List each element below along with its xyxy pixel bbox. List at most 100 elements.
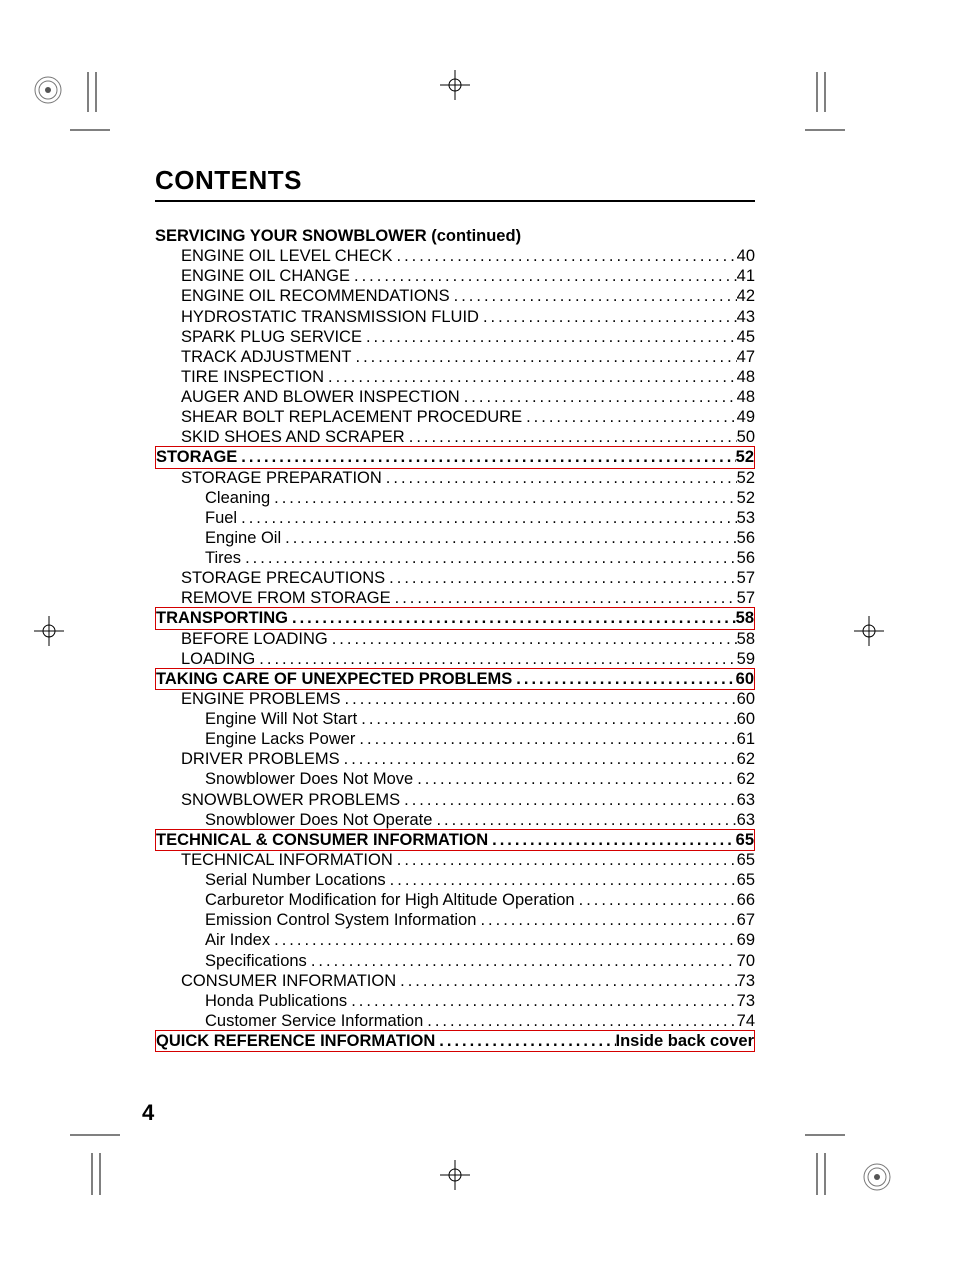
toc-entry: ENGINE OIL LEVEL CHECK40	[155, 246, 755, 266]
toc-entry-label: Carburetor Modification for High Altitud…	[205, 890, 575, 910]
toc-entry-page: 52	[737, 488, 755, 508]
toc-entry-leader	[237, 447, 735, 467]
trim-bottom-left	[30, 1125, 120, 1195]
reg-mark-right-center	[854, 616, 884, 646]
toc-entry: Carburetor Modification for High Altitud…	[155, 890, 755, 910]
toc-entry[interactable]: TECHNICAL & CONSUMER INFORMATION65	[155, 829, 755, 851]
toc-entry-leader	[479, 307, 737, 327]
toc-entry: Specifications70	[155, 951, 755, 971]
toc-entry-label: SERVICING YOUR SNOWBLOWER (continued)	[155, 226, 521, 246]
toc-entry: Emission Control System Information67	[155, 910, 755, 930]
toc-entry-label: STORAGE PRECAUTIONS	[181, 568, 385, 588]
toc-entry-leader	[405, 427, 737, 447]
toc-entry: ENGINE PROBLEMS60	[155, 689, 755, 709]
page-content: CONTENTS SERVICING YOUR SNOWBLOWER (cont…	[155, 165, 755, 1051]
toc-entry-label: TRACK ADJUSTMENT	[181, 347, 352, 367]
toc-entry: HYDROSTATIC TRANSMISSION FLUID 43	[155, 307, 755, 327]
toc-entry-leader	[476, 910, 736, 930]
toc-entry-leader	[450, 286, 737, 306]
toc-entry-label: Engine Will Not Start	[205, 709, 357, 729]
toc-entry: Customer Service Information74	[155, 1011, 755, 1031]
toc-entry-label: SKID SHOES AND SCRAPER	[181, 427, 405, 447]
toc-entry-leader	[488, 830, 736, 850]
toc-entry[interactable]: TRANSPORTING 58	[155, 607, 755, 629]
toc-entry-leader	[413, 769, 736, 789]
toc-entry-page: 50	[737, 427, 755, 447]
toc-entry-label: TRANSPORTING	[156, 608, 288, 628]
toc-entry-page: 53	[737, 508, 755, 528]
toc-entry-leader	[288, 608, 736, 628]
toc-entry-leader	[270, 930, 737, 950]
toc-entry-leader	[382, 468, 737, 488]
toc-entry-page: 48	[737, 367, 755, 387]
toc-entry-label: Fuel	[205, 508, 237, 528]
toc-entry-leader	[385, 568, 736, 588]
toc-entry: Honda Publications73	[155, 991, 755, 1011]
toc-entry-leader	[341, 689, 737, 709]
toc-entry-label: STORAGE PREPARATION	[181, 468, 382, 488]
toc-entry-label: ENGINE OIL CHANGE	[181, 266, 350, 286]
toc-entry-leader	[281, 528, 737, 548]
toc-entry-page: 73	[737, 991, 755, 1011]
toc-entry-page: 47	[737, 347, 755, 367]
toc-entry-leader	[432, 810, 736, 830]
toc-entry-label: SHEAR BOLT REPLACEMENT PROCEDURE	[181, 407, 522, 427]
toc-entry-leader	[512, 669, 735, 689]
title-rule	[155, 200, 755, 202]
toc-entry-leader	[355, 729, 736, 749]
toc-entry-leader	[396, 971, 737, 991]
toc-entry-page: 43	[737, 307, 755, 327]
toc-entry-page: 56	[737, 528, 755, 548]
toc-entry[interactable]: STORAGE52	[155, 446, 755, 468]
toc-entry-leader	[307, 951, 737, 971]
toc-entry: TRACK ADJUSTMENT 47	[155, 347, 755, 367]
toc-entry-page: 58	[736, 608, 754, 628]
toc-entry[interactable]: TAKING CARE OF UNEXPECTED PROBLEMS60	[155, 668, 755, 690]
toc-entry-page: 61	[737, 729, 755, 749]
toc-entry-page: Inside back cover	[616, 1031, 755, 1051]
toc-entry: Air Index69	[155, 930, 755, 950]
toc-entry-leader	[400, 790, 737, 810]
toc-entry-label: AUGER AND BLOWER INSPECTION	[181, 387, 460, 407]
toc-entry-label: Tires	[205, 548, 241, 568]
toc-entry-page: 42	[737, 286, 755, 306]
toc-entry-label: CONSUMER INFORMATION	[181, 971, 396, 991]
page-title: CONTENTS	[155, 165, 755, 196]
toc-entry: STORAGE PREPARATION 52	[155, 468, 755, 488]
toc-entry-leader	[241, 548, 737, 568]
toc-entry-page: 45	[737, 327, 755, 347]
toc-entry-label: Serial Number Locations	[205, 870, 386, 890]
toc-entry-label: Air Index	[205, 930, 270, 950]
toc-entry-leader	[393, 850, 737, 870]
toc-entry-page: 62	[737, 769, 755, 789]
toc-entry-leader	[460, 387, 737, 407]
toc-entry-page: 60	[736, 669, 754, 689]
toc-entry: Snowblower Does Not Operate63	[155, 810, 755, 830]
toc-entry: LOADING59	[155, 649, 755, 669]
toc-entry: DRIVER PROBLEMS62	[155, 749, 755, 769]
toc-entry-page: 66	[737, 890, 755, 910]
toc-entry: Tires56	[155, 548, 755, 568]
toc-entry-leader	[324, 367, 737, 387]
toc-entry-leader	[270, 488, 737, 508]
toc-entry-label: ENGINE PROBLEMS	[181, 689, 341, 709]
toc-entry-page: 41	[737, 266, 755, 286]
toc-entry-page: 65	[737, 870, 755, 890]
toc-entry: Engine Will Not Start60	[155, 709, 755, 729]
toc-entry-label: REMOVE FROM STORAGE	[181, 588, 391, 608]
toc-entry-leader	[423, 1011, 736, 1031]
toc-entry: BEFORE LOADING58	[155, 629, 755, 649]
toc-entry-leader	[255, 649, 736, 669]
trim-top-right	[805, 72, 885, 142]
toc-entry-label: QUICK REFERENCE INFORMATION	[156, 1031, 435, 1051]
toc-entry: TECHNICAL INFORMATION65	[155, 850, 755, 870]
toc-entry: SKID SHOES AND SCRAPER 50	[155, 427, 755, 447]
toc-entry-label: Snowblower Does Not Operate	[205, 810, 432, 830]
toc-entry-label: HYDROSTATIC TRANSMISSION FLUID	[181, 307, 479, 327]
toc-entry[interactable]: QUICK REFERENCE INFORMATION Inside back c…	[155, 1030, 755, 1052]
toc-entry-page: 59	[737, 649, 755, 669]
toc-entry-page: 52	[737, 468, 755, 488]
toc-entry-leader	[391, 588, 737, 608]
toc-entry-page: 48	[737, 387, 755, 407]
toc-entry-label: ENGINE OIL RECOMMENDATIONS	[181, 286, 450, 306]
